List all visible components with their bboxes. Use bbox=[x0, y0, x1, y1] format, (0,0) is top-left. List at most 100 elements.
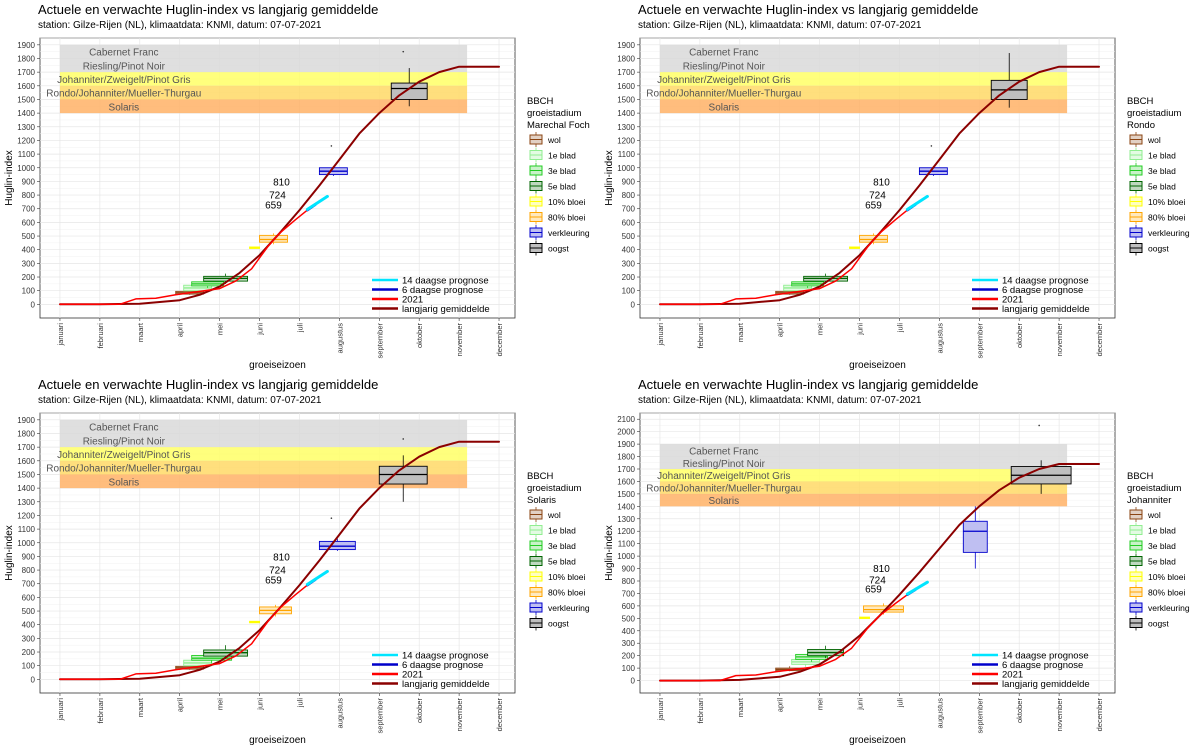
x-axis: januari februari maart april mei juni juli augu… bbox=[56, 318, 504, 358]
variety-band bbox=[659, 85, 1068, 100]
series-line-2021 bbox=[659, 593, 909, 682]
boxplot-5e-blad bbox=[203, 273, 249, 284]
bbch-legend-key bbox=[1129, 553, 1143, 569]
bbch-legend-key bbox=[1129, 209, 1143, 225]
bbch-legend-key bbox=[529, 584, 543, 600]
y-tick-label: 1100 bbox=[18, 525, 36, 534]
chart-title: Actuele en verwachte Huglin-index vs lan… bbox=[638, 377, 978, 392]
x-tick-label: oktober bbox=[415, 698, 424, 724]
y-axis-label: Huglin-index bbox=[4, 525, 15, 581]
bbch-legend-key bbox=[1129, 615, 1143, 631]
bbch-legend-key bbox=[529, 194, 543, 209]
y-tick-label: 600 bbox=[622, 218, 636, 227]
y-tick-label: 0 bbox=[631, 300, 636, 309]
bbch-legend-title: BBCH bbox=[527, 96, 554, 107]
bbch-legend-key bbox=[529, 538, 543, 553]
variety-band-label: Riesling/Pinot Noir bbox=[83, 436, 166, 447]
bbch-legend-key bbox=[1129, 147, 1143, 163]
forecast-value-label: 810 bbox=[273, 553, 290, 564]
x-tick-label: oktober bbox=[1015, 698, 1024, 724]
bbch-legend-title: groeistadium bbox=[1127, 483, 1181, 494]
bbch-legend-label: 80% bloei bbox=[548, 213, 585, 223]
y-tick-label: 1000 bbox=[617, 164, 635, 173]
y-tick-label: 200 bbox=[622, 652, 636, 661]
y-tick-label: 300 bbox=[22, 259, 36, 268]
y-tick-label: 1700 bbox=[17, 443, 35, 452]
y-tick-label: 1200 bbox=[617, 136, 635, 145]
x-tick-label: september bbox=[975, 323, 984, 359]
bbch-legend-label: 1e blad bbox=[548, 151, 576, 161]
variety-band bbox=[659, 481, 1068, 494]
bbch-legend-title: Johanniter bbox=[1127, 495, 1171, 506]
y-tick-label: 2000 bbox=[617, 428, 635, 437]
variety-band-label: Rondo/Johanniter/Mueller-Thurgau bbox=[46, 464, 201, 475]
bbch-legend-label: 10% bloei bbox=[548, 197, 585, 207]
x-tick-label: januari bbox=[56, 698, 65, 722]
y-tick-label: 2100 bbox=[617, 415, 635, 424]
huglin-chart-johanniter: Actuele en verwachte Huglin-index vs lan… bbox=[604, 377, 1190, 746]
line-legend-label: 6 daagse prognose bbox=[1002, 660, 1083, 671]
y-tick-label: 1700 bbox=[17, 68, 35, 77]
bbch-legend-label: 3e blad bbox=[1148, 166, 1176, 176]
bbch-legend-label: wol bbox=[1147, 510, 1161, 520]
y-tick-label: 500 bbox=[22, 232, 36, 241]
y-tick-label: 100 bbox=[622, 664, 636, 673]
boxplot-verkleuring bbox=[318, 538, 356, 551]
forecast-value-label: 724 bbox=[269, 565, 286, 576]
series-line-langjarig-gemiddelde bbox=[59, 440, 500, 681]
x-tick-label: juni bbox=[256, 698, 265, 711]
y-tick-label: 1100 bbox=[618, 150, 636, 159]
y-tick-label: 1200 bbox=[17, 511, 35, 520]
boxplot-box bbox=[318, 540, 356, 551]
x-tick-label: juni bbox=[256, 323, 265, 336]
bbch-legend-key bbox=[529, 553, 543, 569]
y-tick-label: 1400 bbox=[17, 484, 35, 493]
series-line-14-daagse-prognose bbox=[905, 194, 929, 211]
bbch-legend-label: 5e blad bbox=[548, 182, 576, 192]
x-tick-label: januari bbox=[656, 323, 665, 347]
line-legend-label: 6 daagse prognose bbox=[402, 285, 483, 296]
x-tick-label: juli bbox=[295, 323, 304, 334]
chart-panel: Actuele en verwachte Huglin-index vs lan… bbox=[600, 0, 1200, 375]
bbch-legend-key bbox=[1129, 240, 1143, 256]
line-legend-label: 14 daagse prognose bbox=[402, 651, 489, 662]
boxplot-oogst bbox=[378, 455, 428, 502]
chart-subtitle: station: Gilze-Rijen (NL), klimaatdata: … bbox=[38, 20, 322, 31]
variety-band-label: Johanniter/Zweigelt/Pinot Gris bbox=[57, 75, 190, 86]
y-tick-label: 900 bbox=[622, 177, 636, 186]
variety-band bbox=[59, 419, 468, 434]
variety-band-label: Johanniter/Zweigelt/Pinot Gris bbox=[657, 471, 790, 482]
y-tick-label: 900 bbox=[22, 177, 36, 186]
forecast-value-label: 659 bbox=[865, 200, 882, 211]
x-tick-label: november bbox=[1055, 698, 1064, 732]
variety-band-label: Cabernet Franc bbox=[89, 48, 158, 59]
y-tick-label: 1300 bbox=[617, 123, 635, 132]
y-tick-label: 300 bbox=[22, 634, 36, 643]
y-tick-label: 0 bbox=[31, 300, 36, 309]
variety-band bbox=[59, 460, 468, 475]
y-tick-label: 400 bbox=[622, 627, 636, 636]
bbch-legend-key bbox=[1129, 600, 1143, 615]
bbch-legend-label: 80% bloei bbox=[1148, 588, 1185, 598]
bbch-legend-key bbox=[1129, 178, 1143, 194]
huglin-chart-solaris: Actuele en verwachte Huglin-index vs lan… bbox=[4, 377, 590, 746]
x-tick-label: mei bbox=[816, 323, 825, 335]
x-tick-label: januari bbox=[56, 323, 65, 347]
y-tick-label: 1700 bbox=[617, 465, 635, 474]
variety-band-label: Solaris bbox=[709, 102, 740, 113]
bbch-legend-title: groeistadium bbox=[527, 108, 581, 119]
x-tick-label: juli bbox=[295, 698, 304, 709]
variety-band-label: Riesling/Pinot Noir bbox=[83, 61, 166, 72]
y-tick-label: 100 bbox=[22, 662, 36, 671]
boxplot-10-bloei bbox=[849, 246, 860, 249]
bbch-legend-title: BBCH bbox=[1127, 96, 1154, 107]
x-tick-label: januari bbox=[656, 698, 665, 722]
x-tick-label: februari bbox=[696, 698, 705, 724]
chart-title: Actuele en verwachte Huglin-index vs lan… bbox=[638, 2, 978, 17]
bbch-legend-key bbox=[1129, 522, 1143, 538]
bbch-legend-title: Rondo bbox=[1127, 120, 1155, 131]
x-tick-label: augustus bbox=[335, 698, 344, 729]
y-tick-label: 1400 bbox=[17, 109, 35, 118]
y-axis: 0 100 200 300 400 500 600 700 800 900 1000 1100 1200… bbox=[17, 41, 40, 309]
